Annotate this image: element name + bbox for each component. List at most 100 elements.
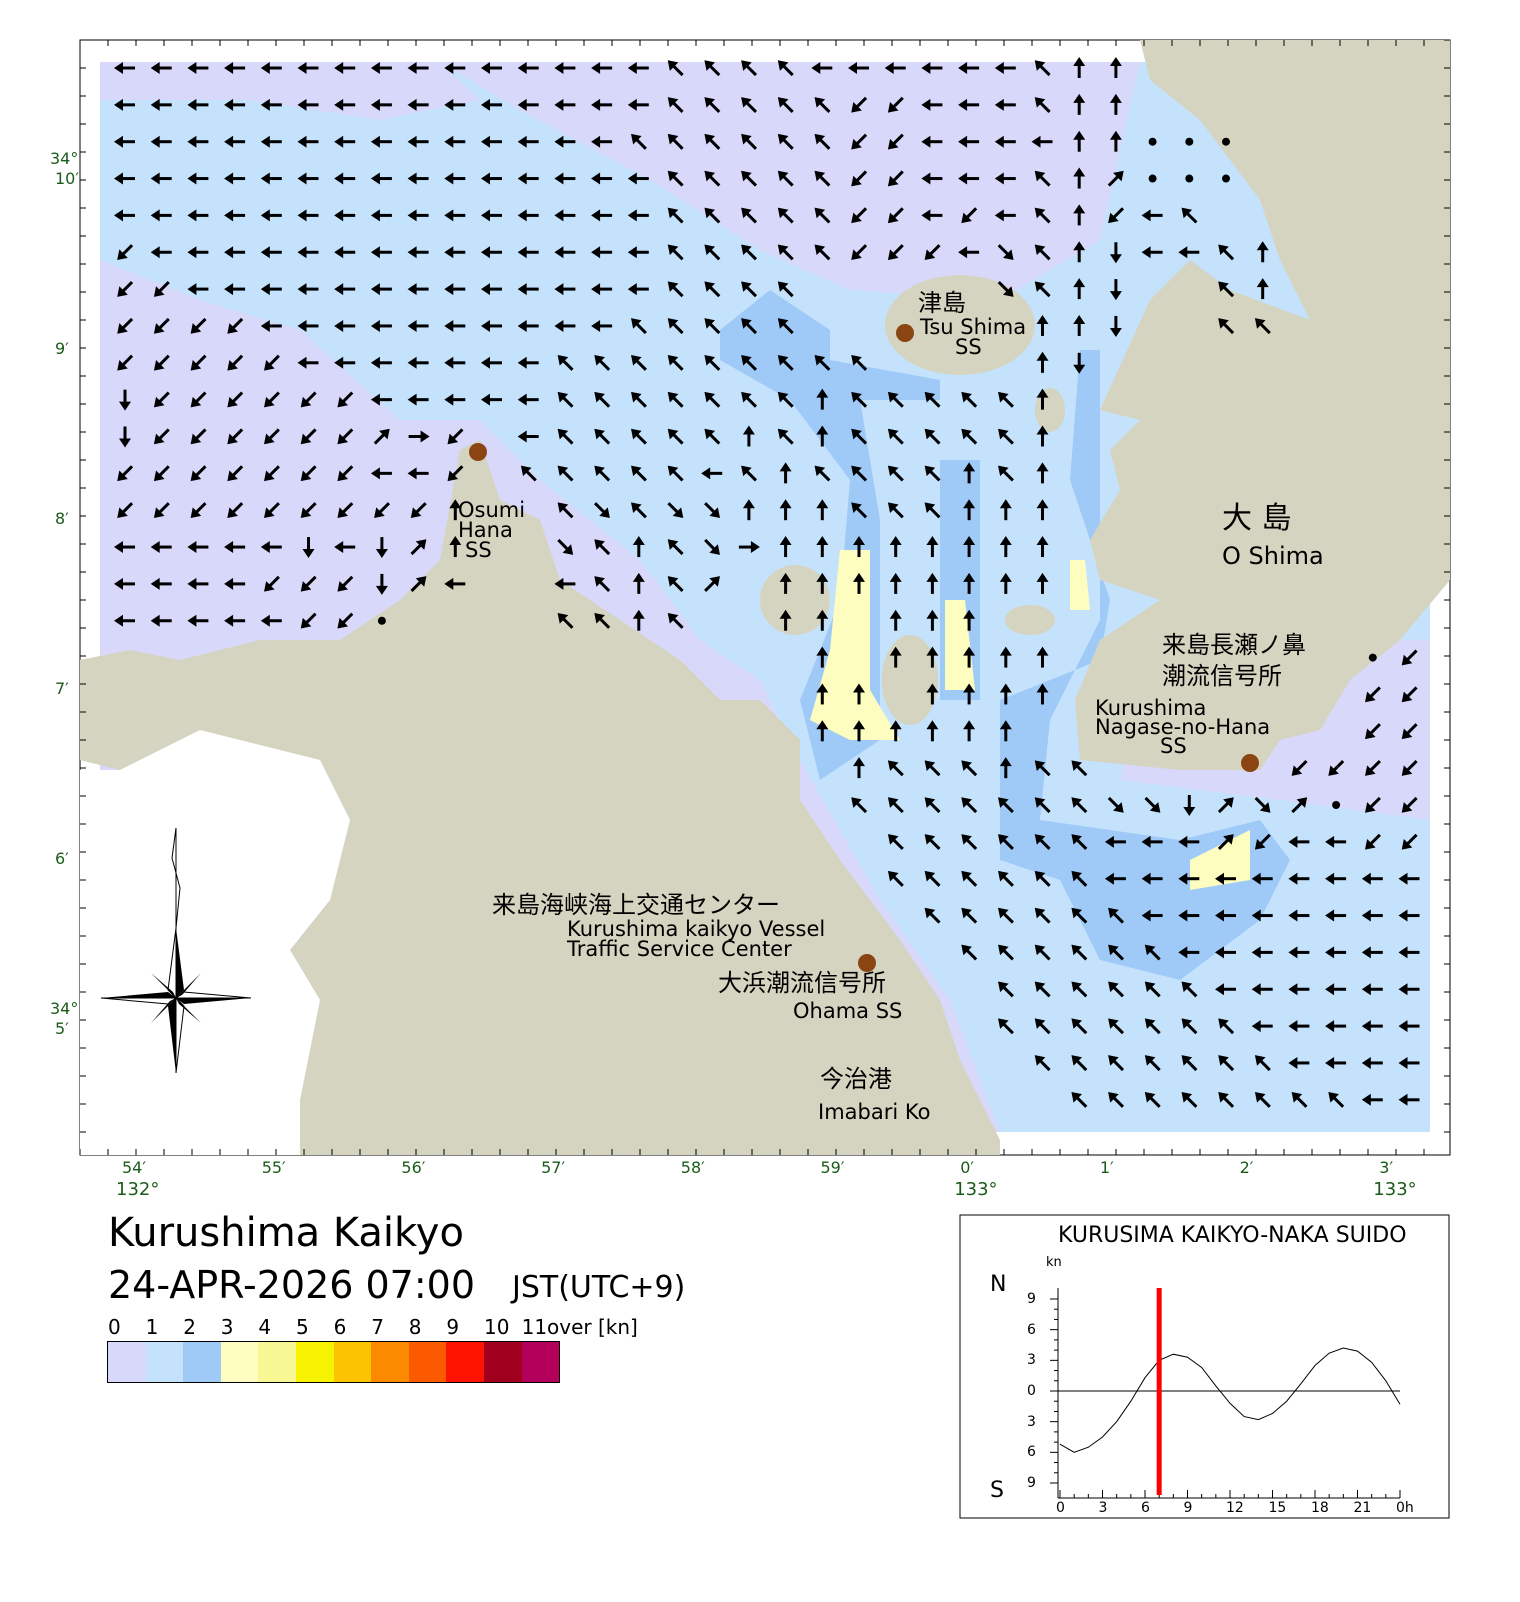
current-arrow: [187, 283, 209, 296]
current-arrow: [594, 428, 611, 445]
latitude-degree-label: 34°: [50, 999, 79, 1018]
current-arrow: [926, 646, 939, 668]
current-arrow: [741, 244, 758, 261]
current-arrow: [632, 572, 645, 594]
current-arrow: [1181, 981, 1198, 998]
current-arrow: [1401, 723, 1418, 740]
graticule-ticks: [79, 39, 1450, 1155]
current-arrow: [1254, 1055, 1271, 1072]
current-arrow: [1109, 315, 1122, 337]
current-arrow: [1144, 1055, 1161, 1072]
current-arrow: [816, 425, 829, 447]
latitude-label: 5′: [55, 1019, 69, 1038]
current-arrow: [190, 391, 207, 408]
current-arrow: [1034, 1018, 1051, 1035]
current-arrow: [554, 62, 576, 74]
current-arrow: [300, 391, 317, 408]
current-arrow: [260, 614, 282, 627]
current-arrow: [114, 577, 135, 590]
current-arrow: [924, 870, 941, 887]
current-arrow: [704, 502, 720, 518]
current-arrow: [704, 538, 720, 555]
current-arrow: [224, 283, 246, 296]
legend-swatch: [183, 1342, 221, 1382]
current-arrow: [520, 465, 537, 482]
current-arrow: [667, 539, 684, 556]
current-arrow: [407, 98, 429, 111]
current-arrow: [1181, 1055, 1198, 1072]
current-arrow: [704, 97, 721, 113]
legend-border: [107, 1341, 560, 1383]
current-arrow: [517, 135, 539, 148]
current-arrow: [887, 834, 904, 850]
current-arrow: [889, 609, 902, 631]
current-arrow: [631, 318, 647, 335]
current-arrow: [150, 98, 172, 111]
current-arrow: [998, 391, 1014, 408]
current-arrow: [816, 499, 829, 521]
current-arrow: [1328, 1092, 1345, 1108]
current-arrow: [517, 172, 539, 185]
current-arrow: [1108, 907, 1125, 924]
current-arrow: [667, 576, 684, 593]
current-arrow: [300, 502, 317, 518]
current-arrow: [627, 246, 649, 259]
current-arrow: [958, 172, 980, 185]
current-arrow: [816, 388, 829, 410]
current-arrow: [1034, 870, 1051, 887]
current-arrow: [958, 246, 980, 259]
current-arrow: [1034, 97, 1051, 113]
legend-label: 7: [371, 1315, 384, 1339]
current-arrow: [961, 760, 978, 777]
osumi-label-3: SS: [465, 538, 492, 562]
current-arrow: [779, 572, 792, 594]
legend-swatch: [296, 1342, 334, 1382]
slack-dot: [1332, 801, 1341, 809]
no-data-area: [80, 730, 350, 1155]
current-arrow: [777, 133, 794, 150]
current-arrow: [994, 209, 1016, 222]
legend-label: 3: [220, 1315, 234, 1339]
current-arrow: [224, 135, 246, 148]
current-arrow: [924, 797, 941, 814]
legend-swatch: [108, 1342, 146, 1382]
current-arrow: [1071, 907, 1088, 924]
current-arrow: [1325, 1056, 1347, 1069]
current-arrow: [998, 834, 1014, 850]
current-arrow: [114, 172, 135, 185]
current-arrow: [631, 428, 647, 445]
current-arrow: [1107, 170, 1124, 187]
current-arrow: [1256, 241, 1269, 263]
current-arrow: [777, 428, 794, 445]
osumi-label-1: Osumi: [458, 498, 526, 522]
current-arrow: [887, 797, 904, 814]
current-arrow: [811, 62, 833, 74]
current-arrow: [557, 465, 574, 482]
current-arrow: [407, 172, 429, 185]
current-arrow: [816, 683, 829, 705]
legend-swatch: [145, 1342, 184, 1382]
latitude-label: 9′: [55, 339, 69, 358]
current-arrow: [593, 502, 610, 518]
longitude-label: 0′: [960, 1158, 974, 1177]
current-arrow: [1251, 909, 1273, 922]
current-arrow: [998, 907, 1014, 924]
current-arrow: [889, 572, 902, 594]
current-arrow: [1325, 983, 1347, 996]
current-arrow: [407, 319, 429, 332]
current-arrow: [554, 577, 576, 590]
current-arrow: [999, 646, 1012, 668]
current-arrow: [1104, 835, 1126, 848]
current-arrow: [481, 319, 502, 332]
current-arrow: [741, 60, 758, 77]
current-arrow: [1108, 944, 1125, 961]
current-arrow: [444, 283, 466, 296]
compass-rose-icon: [100, 827, 252, 1074]
current-arrow: [150, 172, 172, 185]
current-arrow: [1398, 946, 1420, 959]
current-arrow: [1034, 60, 1051, 77]
current-arrow: [924, 428, 941, 445]
current-arrow: [816, 536, 829, 558]
current-arrow: [1365, 796, 1381, 813]
